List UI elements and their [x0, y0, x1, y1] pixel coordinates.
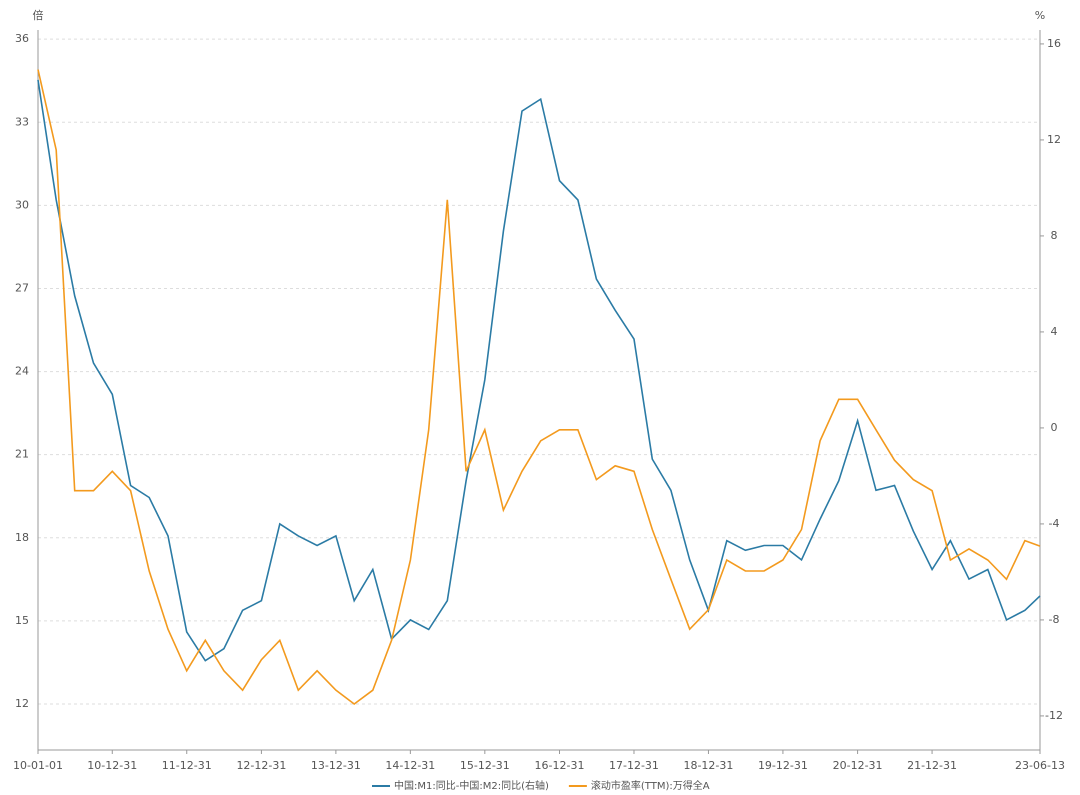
y-tick-label: 30 [15, 198, 29, 211]
y-tick-label: 27 [15, 281, 29, 294]
y2-tick-label: -4 [1049, 517, 1060, 530]
y2-tick-label: -8 [1049, 613, 1060, 626]
x-tick-label: 19-12-31 [758, 759, 808, 772]
x-tick-label: 20-12-31 [833, 759, 883, 772]
y2-tick-label: 4 [1051, 325, 1058, 338]
x-tick-label: 14-12-31 [385, 759, 435, 772]
y-axis-label: 倍 [33, 8, 44, 22]
y-tick-label: 36 [15, 32, 29, 45]
x-tick-label: 16-12-31 [535, 759, 585, 772]
y-tick-label: 12 [15, 697, 29, 710]
x-tick-label: 21-12-31 [907, 759, 957, 772]
legend-label: 中国:M1:同比-中国:M2:同比(右轴) [394, 779, 549, 792]
x-tick-label: 17-12-31 [609, 759, 659, 772]
y2-axis-label: % [1035, 9, 1045, 22]
x-tick-label: 12-12-31 [236, 759, 286, 772]
x-tick-label: 10-12-31 [87, 759, 137, 772]
line-series [37, 69, 1041, 705]
y2-tick-label: 12 [1047, 133, 1061, 146]
y-tick-label: 33 [15, 115, 29, 128]
x-tick-label: 15-12-31 [460, 759, 510, 772]
y2-tick-label: 8 [1051, 229, 1058, 242]
x-tick-label: 13-12-31 [311, 759, 361, 772]
y2-tick-label: -12 [1045, 709, 1063, 722]
x-tick-label: 18-12-31 [683, 759, 733, 772]
y-tick-label: 18 [15, 531, 29, 544]
x-tick-label: 10-01-01 [13, 759, 63, 772]
line-series [37, 79, 1041, 662]
y-tick-label: 21 [15, 448, 29, 461]
y-tick-label: 24 [15, 365, 29, 378]
x-tick-label: 23-06-13 [1015, 759, 1065, 772]
x-tick-label: 11-12-31 [162, 759, 212, 772]
y2-tick-label: 0 [1051, 421, 1058, 434]
y-tick-label: 15 [15, 614, 29, 627]
legend-label: 滚动市盈率(TTM):万得全A [591, 779, 710, 792]
y2-tick-label: 16 [1047, 37, 1061, 50]
